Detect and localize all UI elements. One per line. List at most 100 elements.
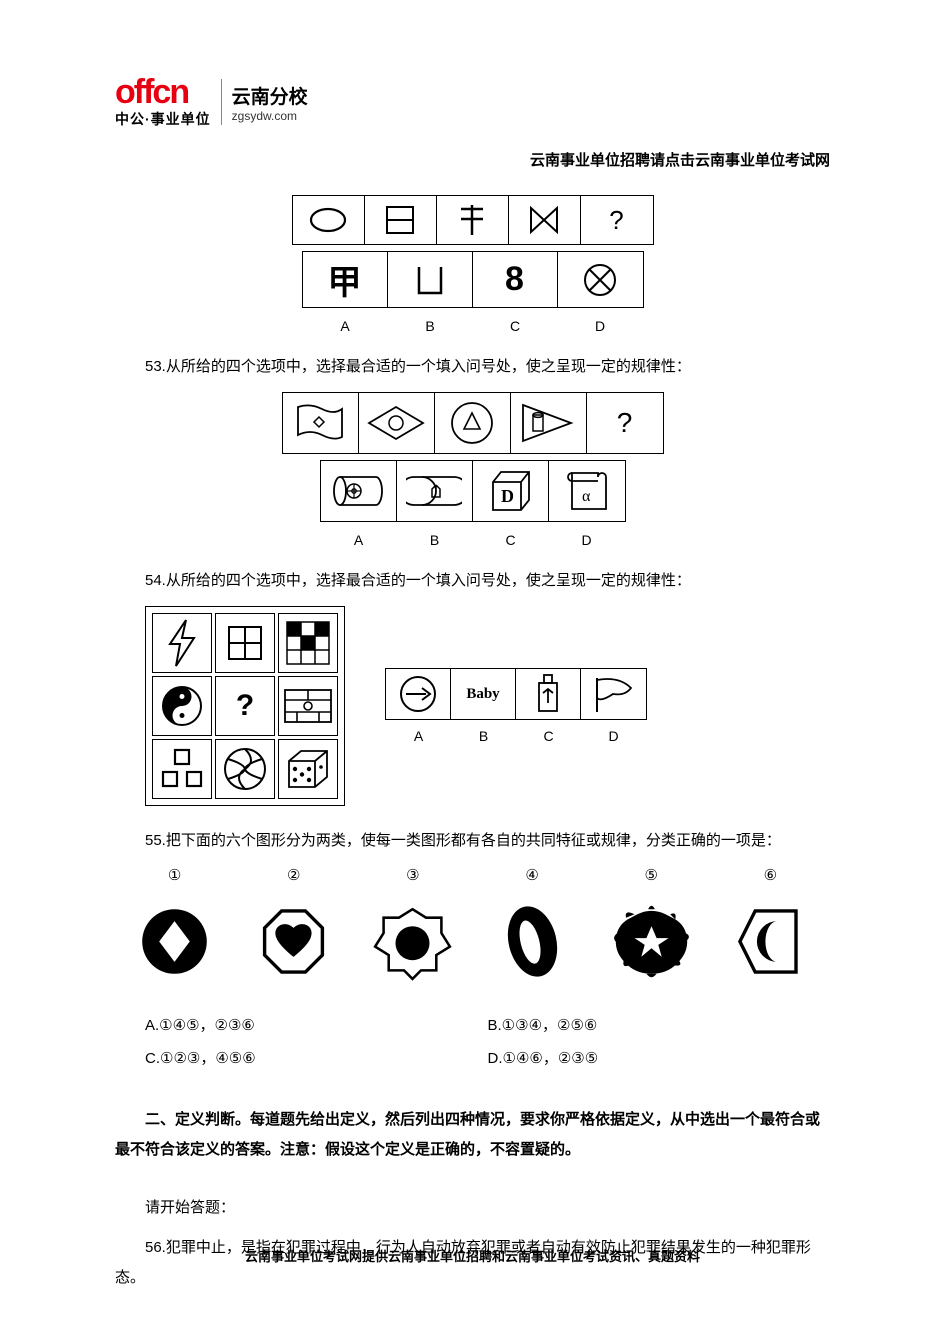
label-b: B	[397, 532, 473, 548]
shape-2	[251, 899, 336, 984]
p52-t4	[509, 196, 581, 244]
opt-c: C.①②③，④⑤⑥	[145, 1042, 488, 1075]
section-2-title: 二、定义判断。每道题先给出定义，然后列出四种情况，要求你严格依据定义，从中选出一…	[115, 1105, 830, 1165]
bowtie-icon	[527, 204, 561, 236]
aperture-icon	[222, 746, 268, 792]
circ-2: ②	[287, 866, 300, 884]
q54-g7	[152, 739, 212, 799]
q54-optA	[386, 669, 451, 719]
branch-url: zgsydw.com	[232, 109, 308, 123]
q55-numbers: ① ② ③ ④ ⑤ ⑥	[115, 866, 830, 884]
q55-options: A.①④⑤，②③⑥ B.①③④，②⑤⑥ C.①②③，④⑤⑥ D.①④⑥，②③⑤	[115, 1009, 830, 1075]
rhombus-circle-icon	[365, 403, 427, 443]
cube-d-icon: D	[485, 466, 535, 516]
open-top-rect-icon	[415, 265, 445, 295]
circ-1: ①	[168, 866, 181, 884]
shape-5	[609, 899, 694, 984]
shape-3	[370, 899, 455, 984]
q54-optC	[516, 669, 581, 719]
lightning-icon	[162, 618, 202, 668]
q54-labels: A B C D	[386, 728, 646, 744]
p52-b1: 甲	[303, 252, 388, 307]
q54-optB: Baby	[451, 669, 516, 719]
circ-3: ③	[406, 866, 419, 884]
q54-grid: ?	[145, 606, 345, 806]
puzzle-53: ? D	[115, 392, 830, 548]
q54-g2	[215, 613, 275, 673]
cylinder-target-icon	[330, 471, 386, 511]
p52-b4	[558, 252, 643, 307]
q54-g6	[278, 676, 338, 736]
p53-b3: D	[473, 461, 549, 521]
scroll-alpha-icon: α	[562, 467, 612, 515]
circle-x-icon	[583, 263, 617, 297]
dice-icon	[283, 747, 333, 791]
p53-t1	[283, 393, 359, 453]
flag-diamond-icon	[292, 401, 348, 445]
circ-4: ④	[525, 866, 538, 884]
q54-g8	[215, 739, 275, 799]
puzzle-53-top: ?	[282, 392, 664, 454]
q54-g3	[278, 613, 338, 673]
brand-sub: 中公·事业单位	[115, 109, 211, 129]
circ-6: ⑥	[764, 866, 777, 884]
ellipse-icon	[308, 206, 348, 234]
opt-a: A.①④⑤，②③⑥	[145, 1009, 488, 1042]
label-b: B	[388, 318, 473, 334]
opt-d: D.①④⑥，②③⑤	[488, 1042, 831, 1075]
start-answer: 请开始答题：	[115, 1193, 830, 1223]
shape-4	[490, 899, 575, 984]
q54-text: 54.从所给的四个选项中，选择最合适的一个填入问号处，使之呈现一定的规律性：	[115, 566, 830, 596]
puzzle-52-top: ?	[292, 195, 654, 245]
q54-optD	[581, 669, 646, 719]
logo-area: offcn 中公·事业单位 云南分校 zgsydw.com	[115, 75, 830, 129]
gan-char-icon	[457, 203, 487, 237]
q55-shapes	[115, 899, 830, 984]
split-rect-icon	[385, 205, 415, 235]
p53-t3	[435, 393, 511, 453]
bricks-icon	[283, 688, 333, 724]
p53-b2	[397, 461, 473, 521]
label-d: D	[581, 728, 646, 744]
label-b: B	[451, 728, 516, 744]
label-a: A	[303, 318, 388, 334]
label-a: A	[321, 532, 397, 548]
label-c: C	[516, 728, 581, 744]
checker-icon	[285, 620, 331, 666]
puzzle-52: ? 甲 8 A B C D	[115, 195, 830, 334]
triangle-cylinder-icon	[519, 401, 577, 445]
logo-divider	[221, 79, 222, 125]
q54-g1	[152, 613, 212, 673]
label-d: D	[558, 318, 643, 334]
p53-b4: α	[549, 461, 625, 521]
barrel-arrow-icon	[406, 469, 462, 513]
p52-t3	[437, 196, 509, 244]
p53-b1	[321, 461, 397, 521]
p52-b3: 8	[473, 252, 558, 307]
footer: 云南事业单位考试网提供云南事业单位招聘和云南事业单位考试资讯、真题资料	[0, 1246, 945, 1265]
p53-t4	[511, 393, 587, 453]
p52-t5: ?	[581, 196, 653, 244]
flag-pole-icon	[591, 674, 637, 714]
puzzle-52-labels: A B C D	[303, 318, 643, 334]
p53-t5: ?	[587, 393, 663, 453]
p53-t2	[359, 393, 435, 453]
q54-option-row: Baby	[385, 668, 647, 720]
label-c: C	[473, 318, 558, 334]
circ-5: ⑤	[644, 866, 657, 884]
p52-t1	[293, 196, 365, 244]
q55-text: 55.把下面的六个图形分为两类，使每一类图形都有各自的共同特征或规律，分类正确的…	[115, 826, 830, 856]
shape-6	[728, 899, 813, 984]
circle-arrow-icon	[398, 674, 438, 714]
p52-t2	[365, 196, 437, 244]
circle-triangle-icon	[448, 399, 496, 447]
q54-g5: ?	[215, 676, 275, 736]
yinyang-icon	[160, 684, 204, 728]
window-icon	[225, 623, 265, 663]
svg-text:D: D	[501, 486, 514, 506]
brand-logo: offcn	[115, 75, 211, 109]
top-link: 云南事业单位招聘请点击云南事业单位考试网	[115, 149, 830, 170]
q53-text: 53.从所给的四个选项中，选择最合适的一个填入问号处，使之呈现一定的规律性：	[115, 352, 830, 382]
branch-name: 云南分校	[232, 82, 308, 109]
q54-g4	[152, 676, 212, 736]
